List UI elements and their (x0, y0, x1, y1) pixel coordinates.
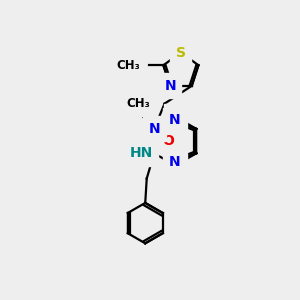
Text: N: N (169, 113, 180, 128)
Text: CH₃: CH₃ (126, 97, 150, 110)
Text: N: N (164, 79, 176, 93)
Text: N: N (148, 122, 160, 136)
Text: S: S (176, 46, 186, 59)
Text: CH₃: CH₃ (116, 59, 140, 72)
Text: N: N (169, 155, 180, 169)
Text: N: N (169, 110, 181, 124)
Text: O: O (162, 134, 174, 148)
Text: N: N (169, 158, 181, 172)
Text: HN: HN (129, 146, 153, 160)
